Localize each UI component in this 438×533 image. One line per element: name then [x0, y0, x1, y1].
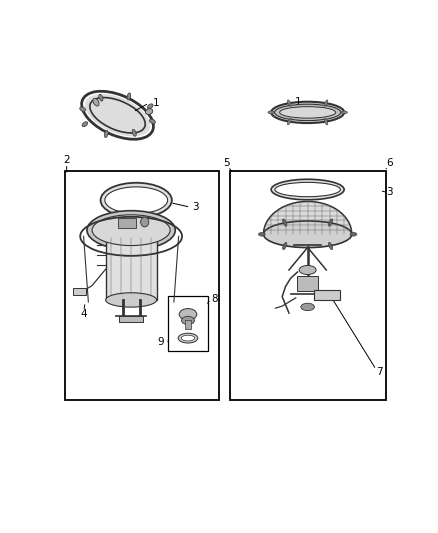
Bar — [184, 320, 191, 329]
Ellipse shape — [104, 131, 108, 138]
Ellipse shape — [271, 179, 344, 200]
Ellipse shape — [275, 182, 340, 197]
Ellipse shape — [299, 265, 316, 274]
Text: 9: 9 — [158, 337, 164, 347]
Ellipse shape — [105, 187, 168, 214]
Ellipse shape — [271, 102, 344, 123]
Text: 1: 1 — [295, 97, 302, 107]
Circle shape — [141, 217, 149, 227]
Text: 7: 7 — [376, 367, 382, 377]
Ellipse shape — [328, 243, 333, 249]
Ellipse shape — [287, 118, 291, 125]
Polygon shape — [264, 201, 352, 235]
Ellipse shape — [268, 111, 274, 114]
Ellipse shape — [350, 232, 357, 236]
Text: 1: 1 — [153, 98, 160, 108]
Ellipse shape — [127, 93, 131, 100]
Ellipse shape — [283, 219, 287, 226]
Ellipse shape — [147, 104, 153, 109]
Bar — [169, 296, 208, 351]
Ellipse shape — [145, 109, 153, 115]
Text: 3: 3 — [192, 202, 199, 212]
Ellipse shape — [181, 317, 194, 325]
Ellipse shape — [301, 303, 314, 311]
Bar — [106, 236, 157, 300]
Bar — [65, 171, 219, 400]
Ellipse shape — [93, 98, 99, 106]
Bar — [119, 316, 143, 322]
Ellipse shape — [341, 111, 347, 114]
Text: 8: 8 — [212, 294, 218, 304]
Ellipse shape — [80, 107, 86, 111]
Ellipse shape — [82, 122, 88, 127]
Ellipse shape — [283, 243, 287, 249]
Text: 4: 4 — [80, 309, 87, 319]
Ellipse shape — [279, 107, 336, 118]
Ellipse shape — [264, 221, 352, 248]
Text: 5: 5 — [223, 158, 230, 168]
Ellipse shape — [179, 309, 197, 320]
Bar — [117, 218, 136, 228]
Ellipse shape — [149, 119, 155, 124]
Bar — [297, 276, 318, 290]
Bar — [74, 288, 86, 295]
Bar — [314, 290, 340, 300]
Ellipse shape — [324, 118, 328, 125]
Ellipse shape — [287, 100, 291, 107]
Ellipse shape — [99, 94, 103, 101]
Text: 6: 6 — [386, 158, 392, 168]
Text: 2: 2 — [64, 156, 70, 165]
Ellipse shape — [87, 211, 175, 249]
Ellipse shape — [275, 104, 341, 120]
Ellipse shape — [178, 333, 198, 343]
Ellipse shape — [85, 94, 150, 136]
Ellipse shape — [106, 293, 157, 307]
Ellipse shape — [92, 215, 170, 246]
Text: 3: 3 — [386, 188, 393, 197]
Ellipse shape — [181, 335, 195, 341]
Bar — [230, 171, 386, 400]
Ellipse shape — [328, 219, 333, 226]
Ellipse shape — [101, 183, 172, 217]
Ellipse shape — [258, 232, 265, 236]
Ellipse shape — [132, 130, 136, 136]
Ellipse shape — [324, 100, 328, 107]
